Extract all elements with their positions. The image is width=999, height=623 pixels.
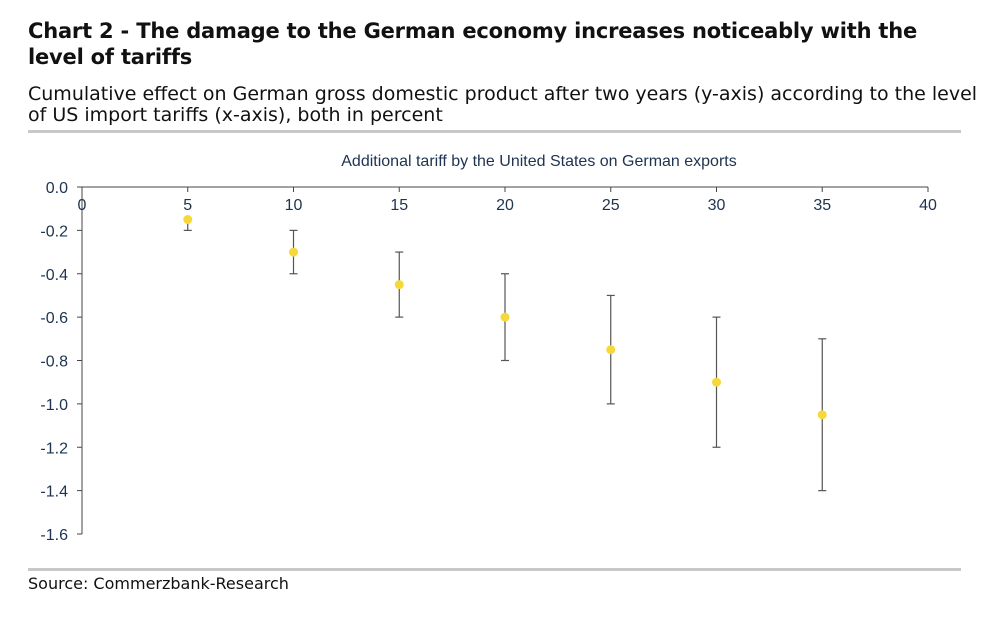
y-tick-label: -1.0 [40,397,68,414]
x-tick-label: 35 [813,197,831,214]
y-tick-label: -0.8 [40,354,68,371]
y-tick-label: -0.6 [40,310,68,327]
bottom-divider [28,568,961,571]
y-tick-label: -1.6 [40,527,68,544]
x-tick-label: 20 [496,197,514,214]
chart-title: Chart 2 - The damage to the German econo… [28,19,918,69]
y-tick-label: -1.2 [40,440,68,457]
data-point [394,280,404,290]
x-tick-label: 0 [78,197,87,214]
data-point [606,345,616,355]
y-tick-label: -0.2 [40,223,68,240]
y-axis-ticks: 0.0 -0.2 -0.4 -0.6 -0.8 -1.0 -1.2 -1.4 -1.6 [40,180,82,544]
x-tick-label: 30 [708,197,726,214]
x-tick-label: 15 [390,197,408,214]
y-tick-label: 0.0 [46,180,68,197]
data-point [289,247,298,257]
top-divider [28,130,961,133]
x-tick-label: 5 [183,197,192,214]
data-point [712,377,721,387]
y-tick-label: -1.4 [40,484,68,501]
scatter-chart: Additional tariff by the United States o… [40,153,937,544]
data-point [183,215,193,225]
data-point [817,410,827,420]
data-points [183,215,827,420]
x-tick-label: 40 [919,197,937,214]
y-tick-label: -0.4 [40,267,68,284]
data-point [500,312,510,322]
x-tick-label: 25 [602,197,620,214]
x-tick-label: 10 [285,197,303,214]
chart-subtitle: Cumulative effect on German gross domest… [28,83,978,126]
error-bars [183,218,827,492]
source-note: Source: Commerzbank-Research [28,574,289,593]
x-axis-ticks: 0 5 10 15 20 25 30 35 40 [78,187,937,214]
x-axis-label: Additional tariff by the United States o… [341,153,736,170]
